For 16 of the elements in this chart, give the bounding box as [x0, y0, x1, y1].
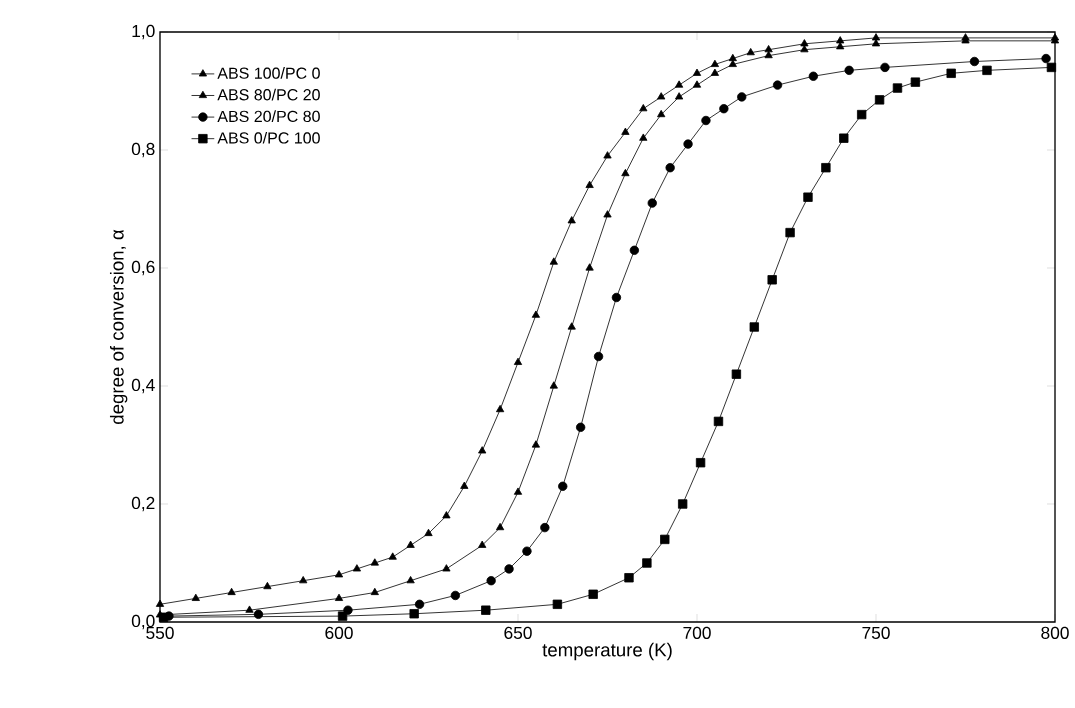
- y-tick-label: 0,8: [131, 142, 155, 158]
- x-tick-label: 750: [862, 626, 890, 639]
- y-tick-label: 0,6: [131, 260, 155, 276]
- x-tick-label: 600: [325, 626, 353, 639]
- x-tick-label: 650: [504, 626, 532, 639]
- y-tick-label: 1,0: [132, 24, 155, 40]
- x-tick-label: 700: [683, 626, 711, 639]
- x-tick-label: 800: [1041, 626, 1069, 639]
- y-axis-title: degree of conversion, α: [109, 229, 128, 424]
- legend-label: ABS 20/PC 80: [217, 110, 320, 123]
- y-tick-label: 0,2: [131, 496, 155, 512]
- x-axis-title: temperature (K): [542, 642, 672, 661]
- y-tick-label: 0,4: [131, 378, 155, 394]
- legend-label: ABS 100/PC 0: [217, 67, 320, 79]
- legend-label: ABS 0/PC 100: [217, 131, 320, 144]
- legend-label: ABS 80/PC 20: [217, 88, 320, 101]
